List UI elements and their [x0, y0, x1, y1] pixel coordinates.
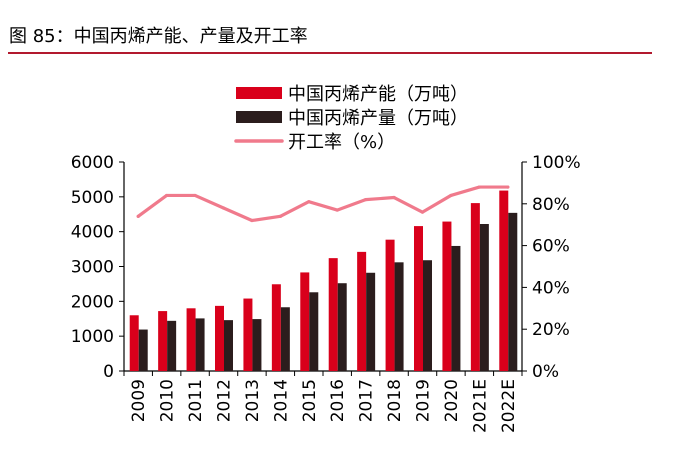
legend-label-capacity: 中国丙烯产能（万吨）: [288, 84, 468, 105]
line-layer: [136, 185, 510, 223]
point-utilization: [136, 214, 140, 218]
point-utilization: [221, 206, 226, 210]
y-left-tick-label: 0: [103, 362, 114, 382]
x-tick-label: 2022E: [499, 379, 519, 433]
y-right-tick-label: 80%: [532, 195, 570, 215]
point-utilization: [165, 193, 169, 198]
y-left-tick-label: 1000: [71, 327, 114, 347]
bars: [129, 190, 518, 371]
x-tick-label: 2019: [414, 379, 434, 422]
bar-production: [508, 212, 518, 371]
x-tick-label: 2012: [215, 379, 235, 422]
bar-capacity: [271, 284, 281, 371]
point-utilization: [278, 214, 282, 218]
legend-swatch-production: [236, 111, 282, 123]
bar-production: [451, 245, 461, 371]
legend-label-production: 中国丙烯产量（万吨）: [288, 108, 468, 129]
point-utilization: [335, 208, 339, 212]
bar-production: [309, 292, 319, 371]
bar-capacity: [470, 203, 480, 371]
x-tick-label: 2021E: [470, 379, 490, 433]
x-tick-label: 2017: [357, 379, 377, 422]
y-right-tick-label: 20%: [532, 320, 570, 340]
bar-capacity: [215, 305, 224, 371]
y-right-tick-label: 40%: [532, 278, 570, 298]
bar-capacity: [243, 298, 253, 371]
bar-production: [337, 283, 347, 371]
bar-capacity: [300, 272, 310, 371]
bar-production: [195, 318, 205, 371]
bar-production: [423, 260, 432, 371]
bar-capacity: [158, 311, 168, 371]
bar-capacity: [442, 221, 452, 371]
point-utilization: [477, 185, 481, 189]
x-tick-label: 2011: [186, 379, 206, 422]
point-utilization: [250, 218, 254, 223]
bar-capacity: [385, 239, 395, 371]
bar-production: [224, 320, 233, 371]
bar-capacity: [357, 251, 367, 371]
x-tick-label: 2018: [385, 379, 405, 422]
x-tick-label: 2015: [300, 379, 320, 422]
x-tick-label: 2013: [243, 379, 263, 422]
point-utilization: [506, 185, 510, 189]
figure-title: 图 85：中国丙烯产能、产量及开工率: [9, 26, 308, 47]
bar-capacity: [129, 315, 139, 371]
line-utilization: [136, 185, 510, 223]
bar-production: [167, 320, 177, 371]
y-left-tick-label: 3000: [71, 258, 114, 278]
legend-label-utilization: 开工率（%）: [288, 132, 395, 153]
bar-production: [366, 272, 376, 371]
bar-capacity: [186, 308, 196, 371]
bar-production: [138, 329, 148, 371]
point-utilization: [307, 200, 311, 204]
bar-production: [394, 262, 404, 371]
y-right-tick-label: 0%: [532, 362, 559, 382]
x-tick-label: 2014: [271, 379, 291, 422]
legend-swatch-capacity: [236, 87, 282, 99]
y-left-tick-label: 5000: [71, 188, 114, 208]
bar-production: [479, 224, 489, 371]
bar-production: [280, 307, 290, 371]
point-utilization: [392, 195, 396, 200]
x-tick-label: 2016: [328, 379, 348, 422]
bar-capacity: [499, 190, 509, 371]
bar-capacity: [328, 258, 338, 371]
bar-production: [252, 319, 262, 371]
y-left-tick-label: 6000: [71, 153, 114, 173]
y-left-tick-label: 4000: [71, 223, 114, 243]
point-utilization: [364, 198, 368, 202]
x-tick-label: 2010: [158, 379, 178, 422]
point-utilization: [420, 210, 425, 214]
point-utilization: [193, 193, 197, 198]
y-right-tick-label: 100%: [532, 153, 581, 173]
point-utilization: [449, 193, 453, 198]
axes: 0 1000 2000 3000 4000 5000 6000 0% 20% 40% 60% 80% 1…: [71, 153, 581, 433]
x-tick-label: 2020: [442, 379, 462, 422]
y-right-tick-label: 60%: [532, 237, 570, 257]
y-left-tick-label: 2000: [71, 292, 114, 312]
legend: 中国丙烯产能（万吨） 中国丙烯产量（万吨） 开工率（%）: [234, 84, 468, 153]
bar-capacity: [414, 226, 423, 371]
x-tick-label: 2009: [129, 379, 149, 422]
